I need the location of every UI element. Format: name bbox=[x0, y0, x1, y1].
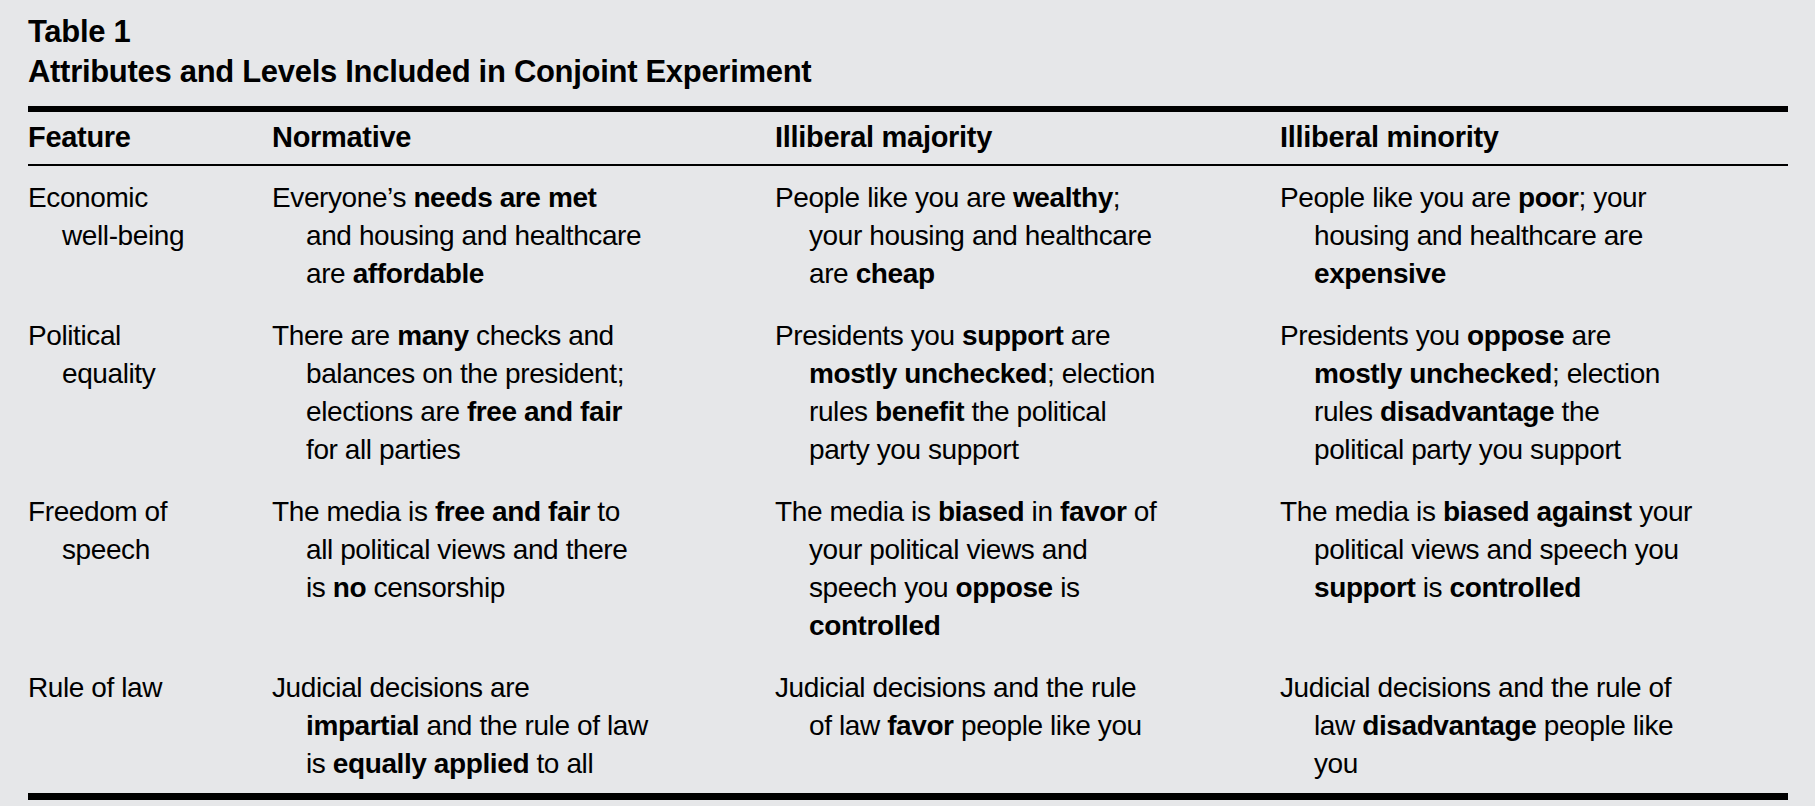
cell-line: elections are free and fair bbox=[272, 393, 775, 431]
table-body: Economicwell-beingEveryone’s needs are m… bbox=[28, 166, 1788, 783]
cell-line: well-being bbox=[28, 217, 272, 255]
table-title-block: Table 1 Attributes and Levels Included i… bbox=[28, 12, 1788, 92]
cell-line: mostly unchecked; election bbox=[775, 355, 1280, 393]
cell-line: political party you support bbox=[1280, 431, 1788, 469]
cell-line: People like you are wealthy; bbox=[775, 179, 1280, 217]
cell-illiberal-majority: Presidents you support aremostly uncheck… bbox=[775, 317, 1280, 469]
cell-line: The media is biased against your bbox=[1280, 493, 1788, 531]
cell-normative: Judicial decisions areimpartial and the … bbox=[272, 669, 775, 783]
cell-illiberal-majority: The media is biased in favor ofyour poli… bbox=[775, 493, 1280, 645]
cell-line: rules disadvantage the bbox=[1280, 393, 1788, 431]
cell-feature: Freedom ofspeech bbox=[28, 493, 272, 645]
cell-normative: The media is free and fair toall politic… bbox=[272, 493, 775, 645]
cell-line: mostly unchecked; election bbox=[1280, 355, 1788, 393]
column-header-feature: Feature bbox=[28, 122, 272, 152]
cell-line: There are many checks and bbox=[272, 317, 775, 355]
cell-line: all political views and there bbox=[272, 531, 775, 569]
cell-line: Economic bbox=[28, 179, 272, 217]
cell-line: is no censorship bbox=[272, 569, 775, 607]
table-title: Attributes and Levels Included in Conjoi… bbox=[28, 52, 1788, 92]
cell-line: The media is biased in favor of bbox=[775, 493, 1280, 531]
table-row: Economicwell-beingEveryone’s needs are m… bbox=[28, 179, 1788, 293]
cell-line: are cheap bbox=[775, 255, 1280, 293]
cell-illiberal-minority: Judicial decisions and the rule oflaw di… bbox=[1280, 669, 1788, 783]
cell-line: for all parties bbox=[272, 431, 775, 469]
cell-line: speech you oppose is bbox=[775, 569, 1280, 607]
cell-illiberal-majority: Judicial decisions and the ruleof law fa… bbox=[775, 669, 1280, 783]
cell-line: housing and healthcare are bbox=[1280, 217, 1788, 255]
cell-line: law disadvantage people like bbox=[1280, 707, 1788, 745]
column-header-normative: Normative bbox=[272, 122, 775, 152]
cell-line: Judicial decisions and the rule of bbox=[1280, 669, 1788, 707]
cell-feature: Politicalequality bbox=[28, 317, 272, 469]
cell-line: are affordable bbox=[272, 255, 775, 293]
cell-line: of law favor people like you bbox=[775, 707, 1280, 745]
cell-line: speech bbox=[28, 531, 272, 569]
cell-line: and housing and healthcare bbox=[272, 217, 775, 255]
table-row: PoliticalequalityThere are many checks a… bbox=[28, 317, 1788, 469]
cell-line: Political bbox=[28, 317, 272, 355]
bottom-rule bbox=[28, 793, 1788, 800]
cell-line: is equally applied to all bbox=[272, 745, 775, 783]
cell-normative: Everyone’s needs are metand housing and … bbox=[272, 179, 775, 293]
cell-line: impartial and the rule of law bbox=[272, 707, 775, 745]
cell-line: party you support bbox=[775, 431, 1280, 469]
cell-line: your political views and bbox=[775, 531, 1280, 569]
cell-line: expensive bbox=[1280, 255, 1788, 293]
table-row: Rule of lawJudicial decisions areimparti… bbox=[28, 669, 1788, 783]
cell-line: Freedom of bbox=[28, 493, 272, 531]
cell-line: Judicial decisions are bbox=[272, 669, 775, 707]
cell-line: Rule of law bbox=[28, 669, 272, 707]
cell-line: People like you are poor; your bbox=[1280, 179, 1788, 217]
column-header-illiberal-minority: Illiberal minority bbox=[1280, 122, 1788, 152]
cell-line: balances on the president; bbox=[272, 355, 775, 393]
cell-line: Presidents you oppose are bbox=[1280, 317, 1788, 355]
cell-line: political views and speech you bbox=[1280, 531, 1788, 569]
cell-line: your housing and healthcare bbox=[775, 217, 1280, 255]
cell-illiberal-minority: The media is biased against yourpolitica… bbox=[1280, 493, 1788, 645]
cell-line: The media is free and fair to bbox=[272, 493, 775, 531]
cell-line: controlled bbox=[775, 607, 1280, 645]
table-header-row: FeatureNormativeIlliberal majorityIllibe… bbox=[28, 112, 1788, 164]
cell-line: support is controlled bbox=[1280, 569, 1788, 607]
cell-line: Presidents you support are bbox=[775, 317, 1280, 355]
column-header-illiberal-majority: Illiberal majority bbox=[775, 122, 1280, 152]
cell-line: rules benefit the political bbox=[775, 393, 1280, 431]
table-number: Table 1 bbox=[28, 12, 1788, 52]
cell-line: Judicial decisions and the rule bbox=[775, 669, 1280, 707]
cell-illiberal-majority: People like you are wealthy;your housing… bbox=[775, 179, 1280, 293]
cell-line: you bbox=[1280, 745, 1788, 783]
paper-table-page: Table 1 Attributes and Levels Included i… bbox=[0, 0, 1815, 800]
cell-feature: Rule of law bbox=[28, 669, 272, 783]
cell-feature: Economicwell-being bbox=[28, 179, 272, 293]
cell-line: equality bbox=[28, 355, 272, 393]
cell-line: Everyone’s needs are met bbox=[272, 179, 775, 217]
cell-normative: There are many checks andbalances on the… bbox=[272, 317, 775, 469]
cell-illiberal-minority: Presidents you oppose aremostly unchecke… bbox=[1280, 317, 1788, 469]
table-row: Freedom ofspeechThe media is free and fa… bbox=[28, 493, 1788, 645]
cell-illiberal-minority: People like you are poor; yourhousing an… bbox=[1280, 179, 1788, 293]
